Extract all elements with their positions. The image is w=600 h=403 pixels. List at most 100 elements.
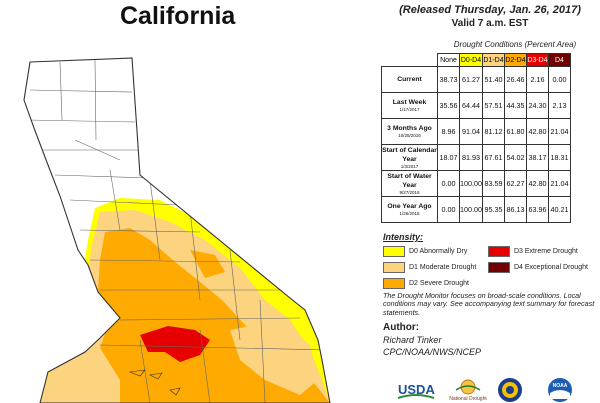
author-org: CPC/NOAA/NWS/NCEP bbox=[383, 347, 482, 357]
table-row: Start of Water Year 9/27/2016 0.00 100.00 83… bbox=[381, 170, 571, 197]
legend-item: D4 Exceptional Drought bbox=[488, 262, 588, 273]
legend-title: Intensity: bbox=[383, 232, 424, 242]
table-cell: 0.00 bbox=[547, 66, 571, 93]
table-cell: 42.80 bbox=[525, 118, 549, 145]
table-cell: 86.13 bbox=[503, 196, 527, 223]
legend-label: D1 Moderate Drought bbox=[409, 264, 477, 271]
table-header-row: None D0-D4 D1-D4 D2-D4 D3-D4 D4 bbox=[382, 53, 571, 67]
table-cell: 91.04 bbox=[459, 118, 483, 145]
legend-swatch bbox=[488, 246, 510, 257]
row-date: 1/26/2016 bbox=[399, 211, 420, 216]
table-cell: 40.21 bbox=[547, 196, 571, 223]
table-cell: 24.30 bbox=[525, 92, 549, 119]
table-cell: 2.16 bbox=[525, 66, 549, 93]
table-cell: 61.27 bbox=[459, 66, 483, 93]
table-cell: 51.40 bbox=[481, 66, 505, 93]
table-cell: 18.07 bbox=[437, 144, 460, 171]
d2-area-interior bbox=[190, 250, 225, 278]
table-cell: 95.35 bbox=[481, 196, 505, 223]
row-label-text: Start of Calendar Year bbox=[382, 146, 437, 163]
row-label: Last Week 1/17/2017 bbox=[381, 92, 438, 119]
row-date: 1/3/2017 bbox=[400, 163, 419, 169]
row-label-text: Current bbox=[397, 76, 422, 83]
drought-monitor-note: The Drought Monitor focuses on broad-sca… bbox=[383, 291, 595, 317]
table-cell: 21.04 bbox=[547, 118, 571, 145]
column-header-d0-d4: D0-D4 bbox=[459, 53, 483, 67]
column-header-none: None bbox=[437, 53, 460, 67]
table-cell: 0.00 bbox=[437, 170, 460, 197]
california-drought-map bbox=[23, 57, 331, 403]
d1-area-southeast bbox=[230, 320, 318, 395]
table-cell: 0.00 bbox=[437, 196, 460, 223]
svg-text:USDA: USDA bbox=[398, 382, 435, 397]
table-row: Start of Calendar Year 1/3/2017 18.07 81.93… bbox=[381, 144, 571, 171]
legend-swatch bbox=[488, 262, 510, 273]
table-cell: 2.13 bbox=[547, 92, 571, 119]
legend-label: D2 Severe Drought bbox=[409, 280, 469, 287]
drought-conditions-table: None D0-D4 D1-D4 D2-D4 D3-D4 D4 Current 38.73 6… bbox=[381, 53, 571, 223]
table-cell: 100.00 bbox=[459, 170, 483, 197]
svg-text:NOAA: NOAA bbox=[553, 383, 568, 389]
table-cell: 83.59 bbox=[481, 170, 505, 197]
table-row: 3 Months Ago 10/25/2016 8.96 91.04 81.12 61.8… bbox=[381, 118, 571, 145]
county-lines bbox=[27, 59, 330, 403]
table-row: Last Week 1/17/2017 35.56 64.44 57.51 44.35 24… bbox=[381, 92, 571, 119]
column-header-d3-d4: D3-D4 bbox=[525, 53, 549, 67]
region-title: California bbox=[120, 2, 236, 30]
valid-time: Valid 7 a.m. EST bbox=[451, 18, 529, 29]
table-cell: 21.04 bbox=[547, 170, 571, 197]
column-header-d1-d4: D1-D4 bbox=[481, 53, 505, 67]
row-date: 10/25/2016 bbox=[398, 133, 421, 138]
usda-logo: USDA bbox=[397, 382, 435, 399]
legend-swatch bbox=[383, 278, 405, 289]
dept-commerce-seal bbox=[498, 378, 522, 402]
row-label: Current bbox=[381, 66, 438, 93]
row-label: One Year Ago 1/26/2016 bbox=[381, 196, 438, 223]
table-cell: 26.46 bbox=[503, 66, 527, 93]
table-cell: 38.17 bbox=[525, 144, 549, 171]
legend-item: D1 Moderate Drought bbox=[383, 262, 476, 273]
row-label-text: Start of Water Year bbox=[387, 172, 432, 189]
row-label-text: One Year Ago bbox=[387, 203, 432, 210]
channel-island bbox=[128, 369, 146, 377]
table-cell: 100.00 bbox=[459, 196, 483, 223]
row-label: Start of Calendar Year 1/3/2017 bbox=[381, 144, 438, 171]
table-cell: 38.73 bbox=[437, 66, 460, 93]
row-date: 9/27/2016 bbox=[399, 189, 420, 195]
table-cell: 35.56 bbox=[437, 92, 460, 119]
table-cell: 64.44 bbox=[459, 92, 483, 119]
release-date: (Released Thursday, Jan. 26, 2017) bbox=[399, 4, 581, 16]
table-row: Current 38.73 61.27 51.40 26.46 2.16 0.00 bbox=[381, 66, 571, 93]
table-cell: 61.80 bbox=[503, 118, 527, 145]
svg-text:National Drought: National Drought bbox=[449, 396, 487, 402]
noaa-logo: NOAA bbox=[548, 378, 572, 402]
row-label-text: Last Week bbox=[392, 99, 427, 106]
column-header-d2-d4: D2-D4 bbox=[503, 53, 527, 67]
channel-island bbox=[149, 372, 163, 380]
row-date: 1/17/2017 bbox=[399, 107, 420, 112]
table-cell: 8.96 bbox=[437, 118, 460, 145]
channel-island bbox=[169, 387, 181, 396]
legend-label: D0 Abnormally Dry bbox=[409, 248, 468, 255]
ndmc-logo: National Drought bbox=[449, 379, 487, 402]
row-label: Start of Water Year 9/27/2016 bbox=[381, 170, 438, 197]
table-cell: 42.80 bbox=[525, 170, 549, 197]
legend-item: D0 Abnormally Dry bbox=[383, 246, 467, 257]
table-cell: 44.35 bbox=[503, 92, 527, 119]
table-cell: 63.96 bbox=[525, 196, 549, 223]
author-name: Richard Tinker bbox=[383, 335, 442, 345]
table-cell: 67.61 bbox=[481, 144, 505, 171]
legend-item: D3 Extreme Drought bbox=[488, 246, 578, 257]
table-title: Drought Conditions (Percent Area) bbox=[453, 40, 577, 49]
row-label: 3 Months Ago 10/25/2016 bbox=[381, 118, 438, 145]
table-cell: 62.27 bbox=[503, 170, 527, 197]
legend-label: D3 Extreme Drought bbox=[514, 248, 578, 255]
table-cell: 81.12 bbox=[481, 118, 505, 145]
table-row: One Year Ago 1/26/2016 0.00 100.00 95.35 86.1… bbox=[381, 196, 571, 223]
table-cell: 57.51 bbox=[481, 92, 505, 119]
legend-swatch bbox=[383, 262, 405, 273]
author-label: Author: bbox=[383, 322, 420, 333]
column-header-d4: D4 bbox=[547, 53, 571, 67]
table-cell: 81.93 bbox=[459, 144, 483, 171]
legend-item: D2 Severe Drought bbox=[383, 278, 469, 289]
